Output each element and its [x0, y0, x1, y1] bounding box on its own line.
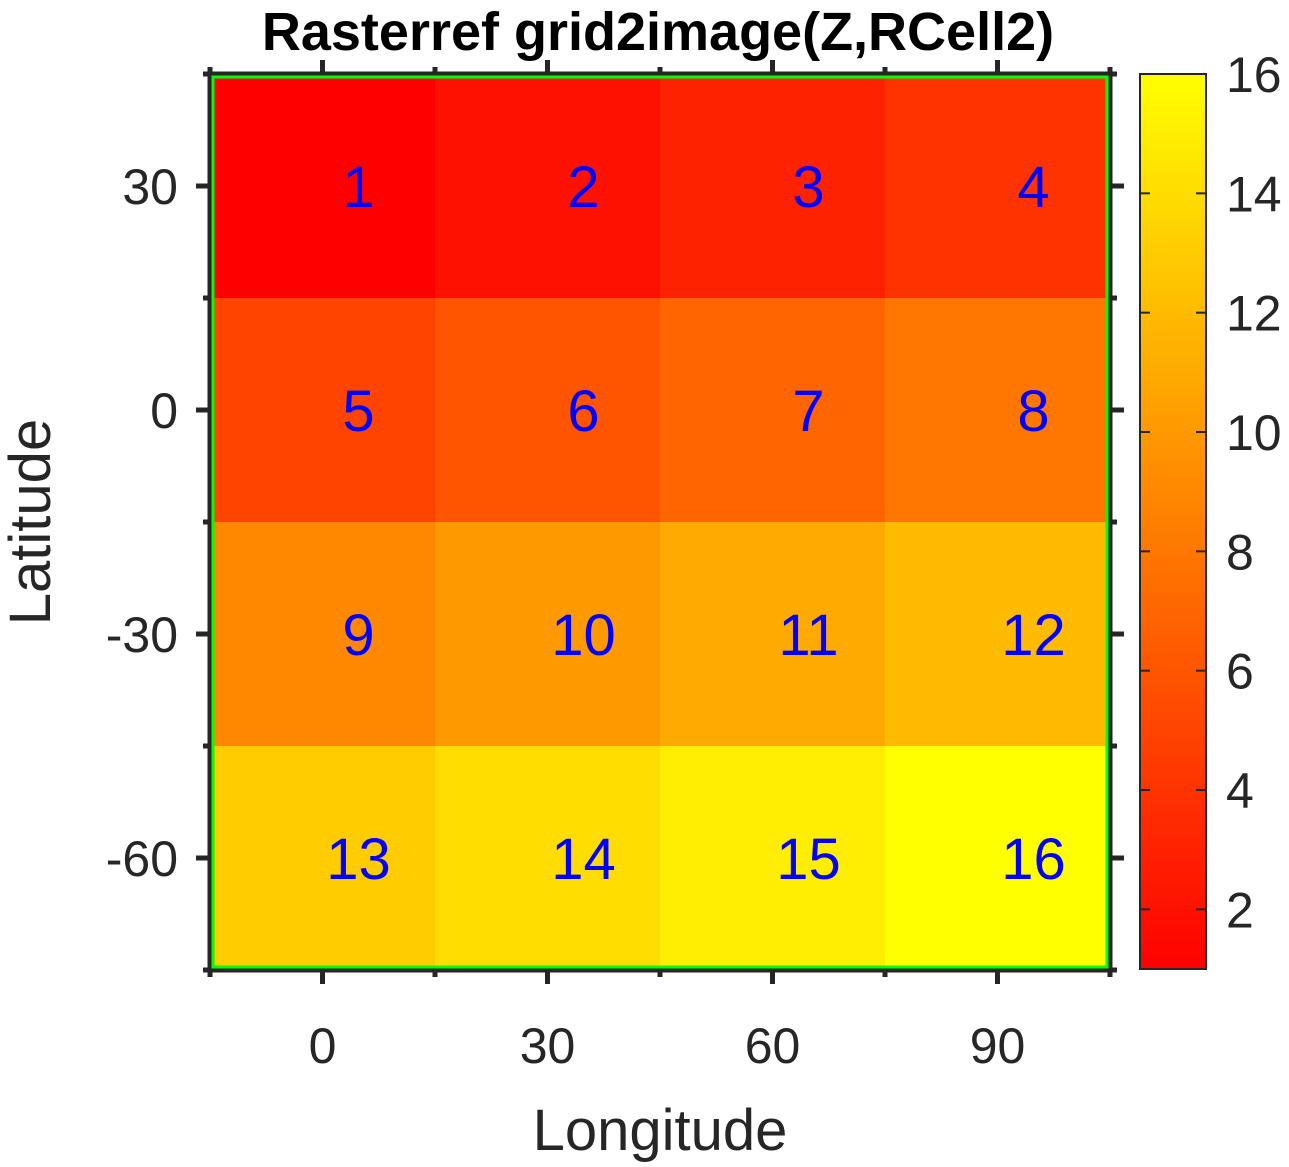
heatmap-cell	[210, 522, 435, 746]
cell-value-label: 7	[792, 379, 824, 444]
cell-value-label: 13	[326, 827, 391, 892]
cell-value-label: 5	[342, 379, 374, 444]
cell-value-label: 3	[792, 155, 824, 220]
cell-value-label: 14	[551, 827, 616, 892]
x-axis-label: Longitude	[533, 1098, 788, 1163]
heatmap-cell	[660, 746, 885, 970]
x-tick-label: 60	[745, 1018, 801, 1074]
heatmap-cell	[885, 298, 1110, 522]
colorbar	[1139, 73, 1207, 970]
cell-value-label: 1	[342, 155, 374, 220]
heatmap-cell	[210, 298, 435, 522]
heatmap-cell	[885, 74, 1110, 298]
x-tick-label: 0	[309, 1018, 337, 1074]
heatmap-cell	[435, 522, 660, 746]
heatmap-cell	[660, 74, 885, 298]
heatmap-cells	[210, 74, 1110, 970]
y-tick-label: 0	[150, 383, 178, 439]
cell-value-label: 16	[1001, 827, 1066, 892]
cell-value-label: 4	[1017, 155, 1049, 220]
cell-value-label: 11	[778, 603, 838, 668]
colorbar-tick-label: 16	[1226, 47, 1282, 103]
heatmap-cell	[660, 522, 885, 746]
cell-value-label: 8	[1017, 379, 1049, 444]
colorbar-tick-label: 12	[1226, 286, 1282, 342]
colorbar-tick-label: 8	[1226, 524, 1254, 580]
x-axis: 0 30 60 90	[207, 60, 1113, 1074]
y-tick-label: 30	[122, 159, 178, 215]
heatmap-cell	[885, 522, 1110, 746]
colorbar-tick-label: 10	[1226, 405, 1282, 461]
cell-value-label: 6	[567, 379, 599, 444]
cell-value-label: 10	[551, 603, 616, 668]
colorbar-tick-label: 4	[1226, 763, 1254, 819]
heatmap-cell	[210, 746, 435, 970]
heatmap-cell	[210, 74, 435, 298]
cell-value-label: 15	[776, 827, 841, 892]
cell-value-label: 2	[567, 155, 599, 220]
heatmap-cell	[885, 746, 1110, 970]
x-tick-label: 30	[520, 1018, 576, 1074]
heatmap-cell	[660, 298, 885, 522]
cell-value-label: 9	[342, 603, 374, 668]
y-tick-label: -30	[106, 607, 178, 663]
colorbar-tick-label: 14	[1226, 166, 1282, 222]
y-axis-label: Latitude	[0, 419, 63, 625]
colorbar-tick-label: 2	[1226, 882, 1254, 938]
heatmap-cell	[435, 746, 660, 970]
y-axis: 30 0 -30 -60	[106, 71, 1124, 973]
y-tick-label: -60	[106, 831, 178, 887]
chart-title: Rasterref grid2image(Z,RCell2)	[262, 2, 1054, 62]
x-tick-label: 90	[970, 1018, 1026, 1074]
heatmap-cell	[435, 74, 660, 298]
colorbar-ticks: 2 4 6 8 10 12 14 16	[1140, 47, 1282, 938]
green-frame	[211, 75, 1109, 969]
colorbar-tick-label: 6	[1226, 644, 1254, 700]
heatmap-cell	[435, 298, 660, 522]
cell-value-label: 12	[1001, 603, 1066, 668]
